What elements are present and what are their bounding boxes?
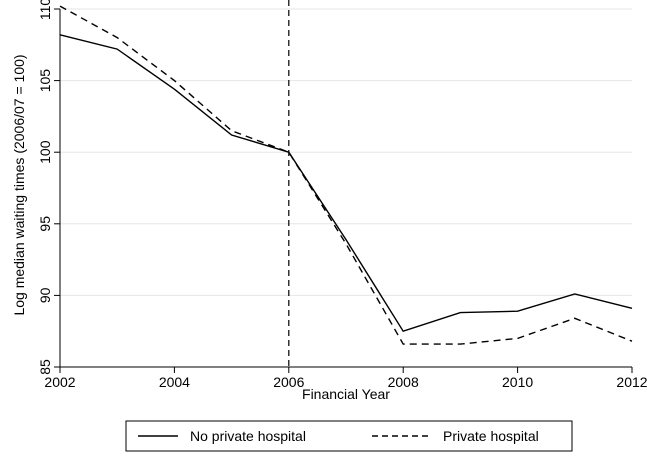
y-tick-label: 85: [37, 359, 53, 375]
y-tick-label: 95: [37, 216, 53, 232]
x-axis-title: Financial Year: [302, 386, 390, 402]
x-tick-label: 2002: [44, 374, 75, 390]
y-tick-label: 110: [37, 0, 53, 20]
y-axis-title: Log median waiting times (2006/07 = 100): [11, 54, 27, 315]
x-tick-label: 2012: [616, 374, 647, 390]
y-tick-label: 100: [37, 140, 53, 164]
series-line-no-private-hospital: [59, 34, 633, 333]
x-tick-label: 2004: [159, 374, 190, 390]
x-tick-label: 2006: [273, 374, 304, 390]
legend-label-private-hospital: Private hospital: [443, 428, 539, 444]
legend-label-no-private-hospital: No private hospital: [190, 428, 306, 444]
series-layer: [59, 5, 633, 345]
tick-labels: 85 90 95 100 105 110 2002 2004 2006 2008 2010 2012: [37, 0, 647, 390]
x-tick-label: 2008: [388, 374, 419, 390]
x-tick-label: 2010: [502, 374, 533, 390]
gridlines: [60, 8, 632, 368]
legend-box: [125, 420, 573, 452]
y-tick-label: 90: [37, 287, 53, 303]
axes: [59, 9, 632, 368]
legend: No private hospital Private hospital: [125, 420, 573, 452]
series-line-private-hospital: [59, 5, 633, 345]
y-tick-label: 105: [37, 69, 53, 93]
